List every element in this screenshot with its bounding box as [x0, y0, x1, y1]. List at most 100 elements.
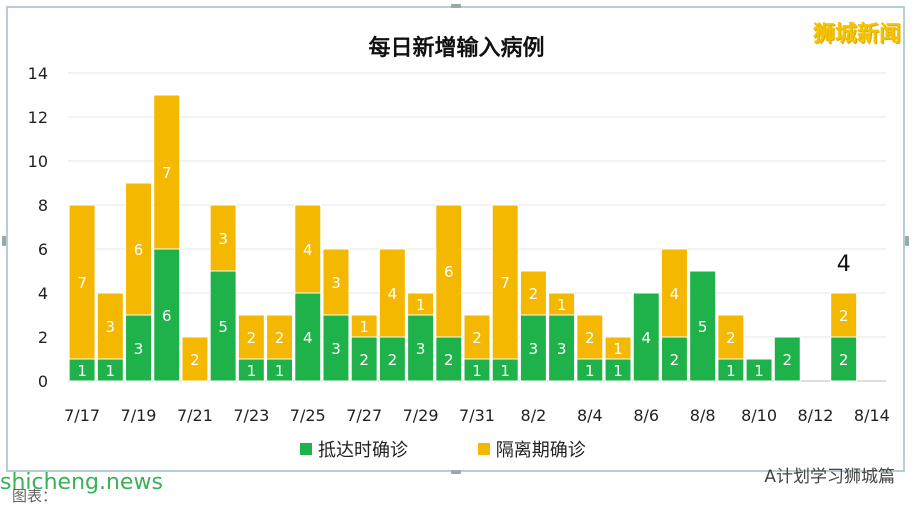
- bar-arrival: [519, 314, 547, 382]
- x-tick-label: 7/27: [346, 406, 382, 425]
- bar-label-quarantine: 2: [472, 329, 482, 347]
- bar-quarantine: [435, 204, 463, 338]
- resize-handle-right[interactable]: [905, 236, 909, 246]
- watermark-site: shicheng.news: [0, 470, 163, 495]
- x-tick-label: 8/14: [854, 406, 890, 425]
- bar-quarantine: [717, 314, 745, 360]
- y-tick-label: 6: [38, 240, 48, 259]
- legend-item-quarantine: 隔离期确诊: [477, 436, 586, 462]
- resize-handle-top[interactable]: [451, 4, 461, 8]
- x-tick-label: 8/12: [798, 406, 834, 425]
- bar-label-quarantine: 2: [839, 307, 849, 325]
- bar-label-quarantine: 2: [275, 329, 285, 347]
- bar-arrival: [830, 336, 858, 382]
- x-tick-label: 7/29: [403, 406, 439, 425]
- bar-quarantine: [660, 248, 688, 338]
- bar-label-arrival: 2: [444, 351, 454, 369]
- watermark-account: A计划学习狮城篇: [764, 467, 895, 487]
- bar-label-quarantine: 6: [134, 241, 144, 259]
- resize-handle-left[interactable]: [2, 236, 6, 246]
- chart-legend: 抵达时确诊 隔离期确诊: [300, 436, 650, 462]
- bar-quarantine: [68, 204, 96, 360]
- bar-quarantine: [266, 314, 294, 360]
- x-tick-label: 8/4: [577, 406, 603, 425]
- legend-label-arrival: 抵达时确诊: [318, 440, 408, 461]
- bar-label-arrival: 1: [472, 362, 482, 380]
- x-tick-label: 7/25: [290, 406, 326, 425]
- bar-quarantine: [237, 314, 265, 360]
- bar-label-quarantine: 2: [529, 285, 539, 303]
- bar-label-quarantine: 4: [388, 285, 398, 303]
- bar-label-arrival: 3: [529, 340, 539, 358]
- bar-arrival: [378, 336, 406, 382]
- bar-label-quarantine: 1: [613, 340, 623, 358]
- bar-quarantine: [830, 292, 858, 338]
- bar-label-quarantine: 6: [444, 263, 454, 281]
- resize-handle-bottom[interactable]: [451, 470, 461, 474]
- x-tick-label: 8/2: [521, 406, 547, 425]
- bar-label-arrival: 1: [500, 362, 510, 380]
- bar-arrival: [407, 314, 435, 382]
- y-tick-label: 10: [28, 152, 48, 171]
- y-tick-label: 14: [28, 64, 48, 83]
- legend-swatch-green: [300, 443, 312, 455]
- bar-arrival: [745, 358, 773, 382]
- bar-label-arrival: 1: [106, 362, 116, 380]
- bar-label-arrival: 3: [331, 340, 341, 358]
- bar-label-quarantine: 2: [585, 329, 595, 347]
- total-annotation: 4: [837, 252, 851, 277]
- bar-label-quarantine: 7: [162, 164, 172, 182]
- bar-quarantine: [463, 314, 491, 360]
- bar-label-quarantine: 3: [218, 230, 228, 248]
- bar-arrival: [689, 270, 717, 382]
- x-tick-label: 7/23: [233, 406, 269, 425]
- bar-label-arrival: 1: [613, 362, 623, 380]
- x-tick-label: 8/10: [741, 406, 777, 425]
- bar-label-arrival: 2: [359, 351, 369, 369]
- bar-label-arrival: 1: [754, 362, 764, 380]
- bar-label-arrival: 2: [388, 351, 398, 369]
- brand-logo: 狮城新闻: [812, 22, 901, 47]
- bar-label-arrival: 2: [783, 351, 793, 369]
- legend-swatch-yellow: [477, 443, 490, 455]
- bar-label-quarantine: 7: [500, 274, 510, 292]
- bar-quarantine: [548, 292, 576, 316]
- bar-label-arrival: 1: [585, 362, 595, 380]
- y-tick-label: 8: [38, 196, 48, 215]
- bar-label-quarantine: 2: [726, 329, 736, 347]
- x-tick-label: 7/31: [459, 406, 495, 425]
- y-tick-label: 2: [38, 328, 48, 347]
- bar-arrival: [322, 314, 350, 382]
- bar-quarantine: [181, 336, 209, 382]
- bar-label-quarantine: 1: [416, 296, 426, 314]
- bar-quarantine: [350, 314, 378, 338]
- figure-caption: 图表：: [12, 487, 58, 505]
- x-tick-label: 7/21: [177, 406, 213, 425]
- bar-arrival: [660, 336, 688, 382]
- bar-label-arrival: 4: [303, 329, 313, 347]
- bar-arrival: [209, 270, 237, 382]
- bar-label-arrival: 3: [416, 340, 426, 358]
- bar-quarantine: [519, 270, 547, 316]
- bar-quarantine: [125, 182, 152, 316]
- bar-label-arrival: 1: [247, 362, 257, 380]
- bar-quarantine: [294, 204, 322, 294]
- bar-label-arrival: 1: [275, 362, 285, 380]
- bar-label-quarantine: 3: [331, 274, 341, 292]
- bar-quarantine: [209, 204, 237, 272]
- bar-arrival: [773, 336, 801, 382]
- y-tick-label: 0: [38, 372, 48, 391]
- y-tick-label: 12: [28, 108, 48, 127]
- bar-label-quarantine: 7: [77, 274, 87, 292]
- bar-label-arrival: 4: [641, 329, 651, 347]
- bar-label-quarantine: 3: [106, 318, 116, 336]
- legend-item-arrival: 抵达时确诊: [300, 436, 408, 462]
- bar-quarantine: [153, 94, 181, 250]
- bar-label-quarantine: 1: [557, 296, 567, 314]
- bar-label-arrival: 3: [557, 340, 567, 358]
- bar-label-quarantine: 2: [247, 329, 257, 347]
- bar-arrival: [548, 314, 576, 382]
- x-tick-label: 8/8: [690, 406, 716, 425]
- bar-quarantine: [491, 204, 519, 360]
